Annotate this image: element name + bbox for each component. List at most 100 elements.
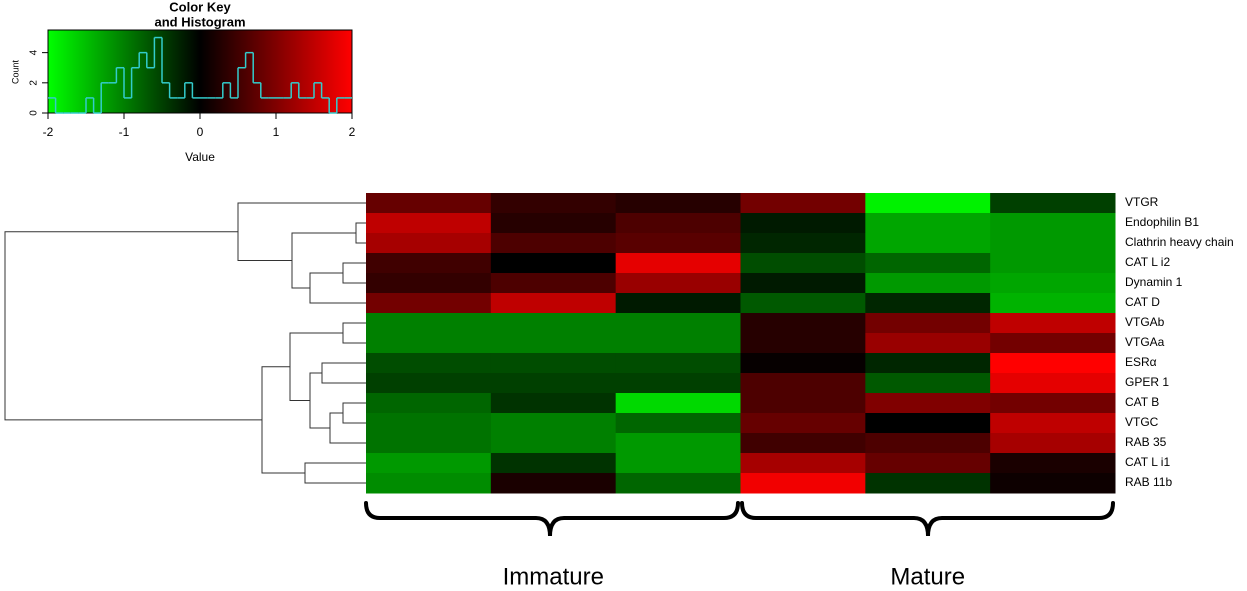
row-label: Endophilin B1 bbox=[1125, 215, 1199, 229]
heatmap-cell bbox=[366, 193, 492, 214]
heatmap-cell bbox=[366, 473, 492, 494]
dendrogram-link bbox=[355, 222, 366, 244]
row-label: CAT D bbox=[1125, 295, 1160, 309]
heatmap-cell bbox=[740, 233, 866, 254]
heatmap-cell bbox=[865, 313, 991, 334]
heatmap-cell bbox=[865, 453, 991, 474]
heatmap-cell bbox=[615, 313, 741, 334]
heatmap-cell bbox=[990, 393, 1116, 414]
heatmap-cell bbox=[990, 213, 1116, 234]
key-title: and Histogram bbox=[154, 14, 245, 29]
dendrogram-link bbox=[309, 372, 330, 429]
heatmap-cell bbox=[740, 193, 866, 214]
heatmap-cell bbox=[740, 413, 866, 434]
heatmap-cell bbox=[366, 453, 492, 474]
heatmap-cell bbox=[990, 473, 1116, 494]
row-label: VTGC bbox=[1125, 415, 1159, 429]
x-tick-label: -1 bbox=[119, 125, 130, 139]
heatmap-cell bbox=[366, 333, 492, 354]
heatmap-cell bbox=[366, 253, 492, 274]
heatmap-cell bbox=[740, 313, 866, 334]
heatmap-cell bbox=[865, 193, 991, 214]
bracket bbox=[364, 501, 740, 537]
heatmap-cell bbox=[615, 433, 741, 454]
heatmap-cell bbox=[865, 213, 991, 234]
dendrogram-link bbox=[321, 362, 366, 384]
row-label: Clathrin heavy chain bbox=[1125, 235, 1234, 249]
dendrogram-link bbox=[342, 322, 366, 344]
y-tick-label: 0 bbox=[29, 110, 40, 116]
heatmap-cell bbox=[865, 413, 991, 434]
heatmap-cell bbox=[740, 353, 866, 374]
key-title: Color Key bbox=[169, 0, 231, 14]
row-label: Dynamin 1 bbox=[1125, 275, 1183, 289]
row-label: RAB 11b bbox=[1125, 475, 1172, 489]
heatmap-cell bbox=[990, 353, 1116, 374]
heatmap-cell bbox=[740, 253, 866, 274]
heatmap-cell bbox=[990, 273, 1116, 294]
heatmap-cell bbox=[990, 433, 1116, 454]
heatmap-cell bbox=[490, 373, 617, 394]
heatmap-cell bbox=[366, 293, 492, 314]
heatmap-cell bbox=[990, 373, 1116, 394]
dendrogram-link bbox=[291, 232, 356, 289]
row-label: ESRα bbox=[1125, 355, 1157, 369]
dendrogram-link bbox=[342, 262, 366, 284]
heatmap-cell bbox=[490, 393, 617, 414]
heatmap-cell bbox=[366, 213, 492, 234]
group-label: Mature bbox=[890, 563, 965, 590]
heatmap-cell bbox=[615, 193, 741, 214]
row-label: VTGAb bbox=[1125, 315, 1165, 329]
heatmap-cell bbox=[865, 273, 991, 294]
heatmap-cell bbox=[865, 253, 991, 274]
heatmap-cell bbox=[990, 193, 1116, 214]
heatmap-cell bbox=[865, 353, 991, 374]
bracket bbox=[740, 501, 1115, 537]
color-key bbox=[47, 29, 353, 114]
x-axis-label: Value bbox=[185, 150, 215, 164]
row-label: VTGR bbox=[1125, 195, 1159, 209]
heatmap-cell bbox=[740, 333, 866, 354]
heatmap-cell bbox=[865, 433, 991, 454]
heatmap-cell bbox=[615, 373, 741, 394]
heatmap-cell bbox=[366, 433, 492, 454]
row-label: VTGAa bbox=[1125, 335, 1165, 349]
y-axis-label: Count bbox=[10, 60, 20, 85]
heatmap-cell bbox=[740, 393, 866, 414]
heatmap-cell bbox=[490, 273, 617, 294]
heatmap-cell bbox=[615, 413, 741, 434]
dendrogram-link bbox=[329, 412, 366, 444]
dendrogram-link bbox=[261, 366, 305, 474]
y-tick-label: 4 bbox=[29, 49, 40, 55]
heatmap-cell bbox=[740, 433, 866, 454]
heatmap-cell bbox=[490, 213, 617, 234]
heatmap-cell bbox=[366, 353, 492, 374]
heatmap-cell bbox=[615, 293, 741, 314]
dendrogram-link bbox=[237, 202, 366, 261]
heatmap-cell bbox=[366, 233, 492, 254]
row-label: GPER 1 bbox=[1125, 375, 1169, 389]
dendrogram-link bbox=[309, 272, 366, 304]
heatmap-cell bbox=[490, 413, 617, 434]
heatmap-cell bbox=[740, 273, 866, 294]
heatmap-cell bbox=[990, 453, 1116, 474]
heatmap-cell bbox=[490, 313, 617, 334]
heatmap-cell bbox=[990, 313, 1116, 334]
heatmap-cell bbox=[740, 453, 866, 474]
group-label: Immature bbox=[503, 563, 604, 590]
heatmap-cell bbox=[366, 393, 492, 414]
heatmap-cell bbox=[366, 313, 492, 334]
heatmap-cell bbox=[615, 233, 741, 254]
row-label: CAT L i2 bbox=[1125, 255, 1170, 269]
heatmap-cell bbox=[990, 333, 1116, 354]
heatmap-cell bbox=[865, 473, 991, 494]
brackets bbox=[364, 501, 1115, 537]
heatmap-cell bbox=[490, 293, 617, 314]
heatmap-cell bbox=[615, 273, 741, 294]
dendrogram bbox=[4, 202, 366, 484]
row-label: CAT L i1 bbox=[1125, 455, 1170, 469]
heatmap-cell bbox=[740, 373, 866, 394]
heatmap-cell bbox=[490, 453, 617, 474]
heatmap-cell bbox=[990, 293, 1116, 314]
